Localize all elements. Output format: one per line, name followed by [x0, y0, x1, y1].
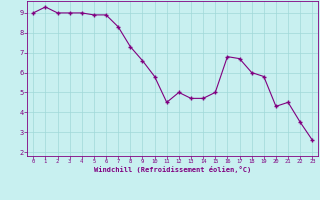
- X-axis label: Windchill (Refroidissement éolien,°C): Windchill (Refroidissement éolien,°C): [94, 166, 252, 173]
